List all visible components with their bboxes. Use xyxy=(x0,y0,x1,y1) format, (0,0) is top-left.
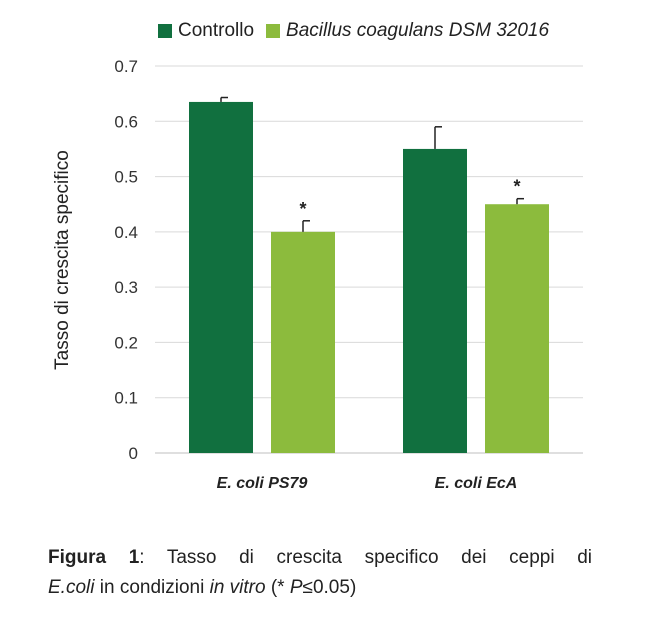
y-axis-label: Tasso di crescita specifico xyxy=(52,150,73,370)
caption-text: in condizioni xyxy=(94,577,210,598)
bar-bacillus-1 xyxy=(485,204,549,453)
significance-markers: ** xyxy=(299,177,520,219)
x-axis-labels: E. coli PS79 E. coli EcA xyxy=(217,475,518,492)
y-tick-label: 0.3 xyxy=(114,278,138,297)
legend: Controllo Bacillus coagulans DSM 32016 xyxy=(158,20,561,42)
significance-marker: * xyxy=(513,177,520,197)
caption-p: P xyxy=(289,577,303,598)
caption-text: Tasso di crescita specifico dei ceppi di xyxy=(166,547,593,568)
legend-swatch xyxy=(266,24,281,38)
y-tick-label: 0.1 xyxy=(114,389,138,408)
figure-caption: Figura 1: Tasso di crescita specifico de… xyxy=(48,543,592,603)
caption-in-vitro: in vitro xyxy=(209,577,266,598)
caption-text: (* xyxy=(265,577,290,598)
bar-bacillus-0 xyxy=(271,231,335,453)
y-tick-label: 0.7 xyxy=(114,57,138,76)
x-tick-label: E. coli PS79 xyxy=(217,475,308,492)
y-axis-ticks: 0 0.1 0.2 0.3 0.4 0.5 0.6 0.7 xyxy=(114,57,138,463)
y-tick-label: 0.4 xyxy=(114,223,138,242)
y-tick-label: 0 xyxy=(129,444,138,463)
caption-text: ≤0.05) xyxy=(302,577,357,598)
bars xyxy=(189,101,549,453)
legend-swatch xyxy=(158,24,172,38)
legend-item-bacillus: Bacillus coagulans DSM 32016 xyxy=(266,20,549,42)
legend-label: Bacillus coagulans DSM 32016 xyxy=(286,20,550,41)
caption-species: E.coli xyxy=(48,577,95,598)
y-tick-label: 0.6 xyxy=(114,112,138,131)
error-bars xyxy=(220,96,524,232)
caption-label: Figura 1 xyxy=(48,547,140,568)
bar-controllo-0 xyxy=(189,101,253,453)
y-tick-label: 0.5 xyxy=(114,168,138,187)
caption-line-2: E.coli in condizioni in vitro (* P≤0.05) xyxy=(48,573,592,603)
legend-label: Controllo xyxy=(178,20,255,41)
bar-chart: 00.10.20.30.40.50.60.7 ** E. coli PS79 E.… xyxy=(52,57,583,492)
significance-marker: * xyxy=(299,199,306,219)
bar-controllo-1 xyxy=(403,148,467,453)
y-tick-label: 0.2 xyxy=(114,333,138,352)
x-tick-label: E. coli EcA xyxy=(435,475,518,492)
legend-item-controllo: Controllo xyxy=(158,20,254,42)
caption-separator: : xyxy=(139,547,167,568)
caption-line-1: Figura 1: Tasso di crescita specifico de… xyxy=(48,543,592,573)
